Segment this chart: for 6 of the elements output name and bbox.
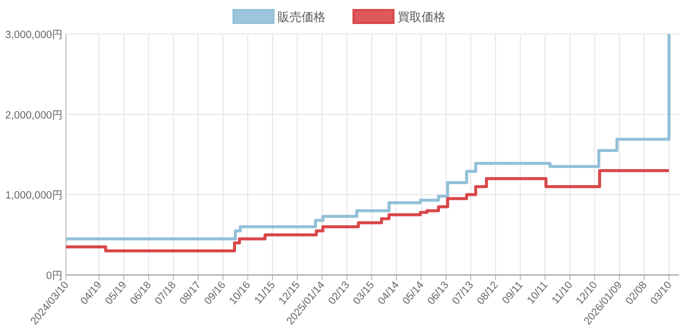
legend-label: 買取価格 xyxy=(398,10,446,24)
y-tick-label: 2,000,000円 xyxy=(5,109,63,122)
y-tick-label: 0円 xyxy=(46,270,63,282)
y-tick-label: 3,000,000円 xyxy=(5,29,63,41)
y-tick-label: 1,000,000円 xyxy=(5,190,63,202)
legend-label: 販売価格 xyxy=(278,10,326,24)
